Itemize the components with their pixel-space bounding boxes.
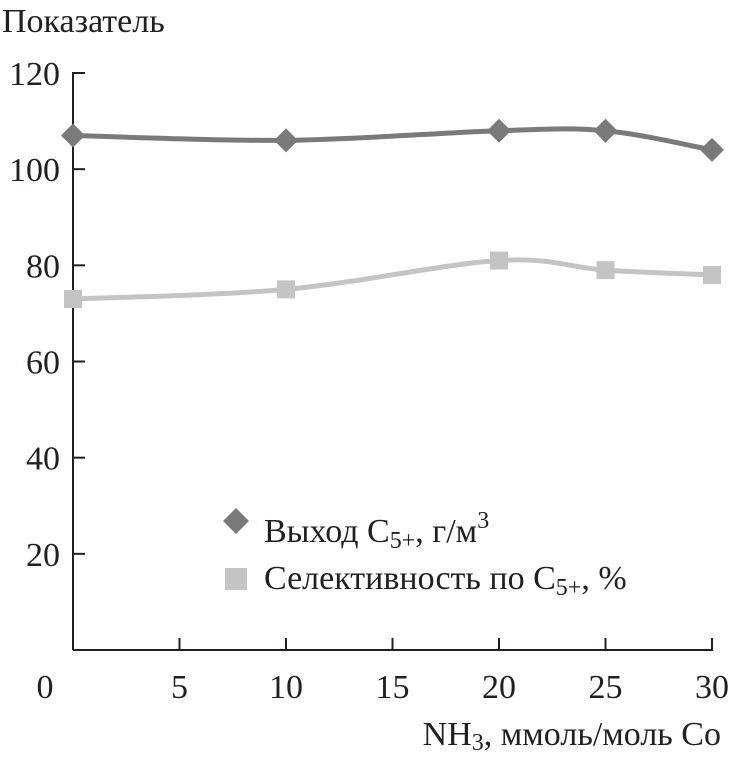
- x-tick-label: 25: [589, 669, 623, 706]
- x-tick-label: 5: [171, 669, 188, 706]
- x-axis-title: NH3, ммоль/моль Co: [422, 716, 721, 756]
- y-axis-title: Показатель: [2, 3, 165, 40]
- legend-label-selectivity: Селективность по C5+, %: [264, 560, 627, 601]
- x-tick-label: 0: [37, 669, 54, 706]
- series-lines: [72, 126, 713, 302]
- x-tick-label: 15: [376, 669, 410, 706]
- series-line-selectivity: [72, 257, 713, 302]
- x-tick-label: 20: [482, 669, 516, 706]
- data-point-yield: [274, 128, 298, 153]
- y-tick-label: 100: [9, 152, 60, 189]
- data-point-yield: [593, 118, 618, 143]
- y-tick-label: 40: [26, 441, 60, 478]
- series-line-yield: [72, 126, 713, 153]
- square-marker-icon: [225, 568, 247, 590]
- data-point-selectivity: [277, 280, 295, 299]
- legend-label-yield: Выход C5+, г/м3: [264, 508, 490, 554]
- diamond-marker-icon: [223, 508, 249, 534]
- y-tick-label: 80: [26, 248, 60, 285]
- x-tick-label: 30: [695, 669, 729, 706]
- data-point-selectivity: [596, 261, 615, 280]
- y-tick-label: 60: [26, 345, 60, 382]
- data-point-selectivity: [490, 251, 508, 270]
- y-tick-label: 120: [9, 56, 60, 93]
- ticks: 20 40 60 80 100 120 0 5 10 15 20 25 30: [9, 56, 729, 706]
- data-point-yield: [700, 137, 724, 162]
- data-point-selectivity: [64, 289, 82, 308]
- y-tick-label: 20: [26, 537, 60, 574]
- x-tick-label: 10: [269, 669, 303, 706]
- data-point-yield: [61, 123, 85, 148]
- series-markers: [61, 118, 724, 308]
- data-point-yield: [487, 118, 511, 143]
- data-point-selectivity: [703, 265, 721, 284]
